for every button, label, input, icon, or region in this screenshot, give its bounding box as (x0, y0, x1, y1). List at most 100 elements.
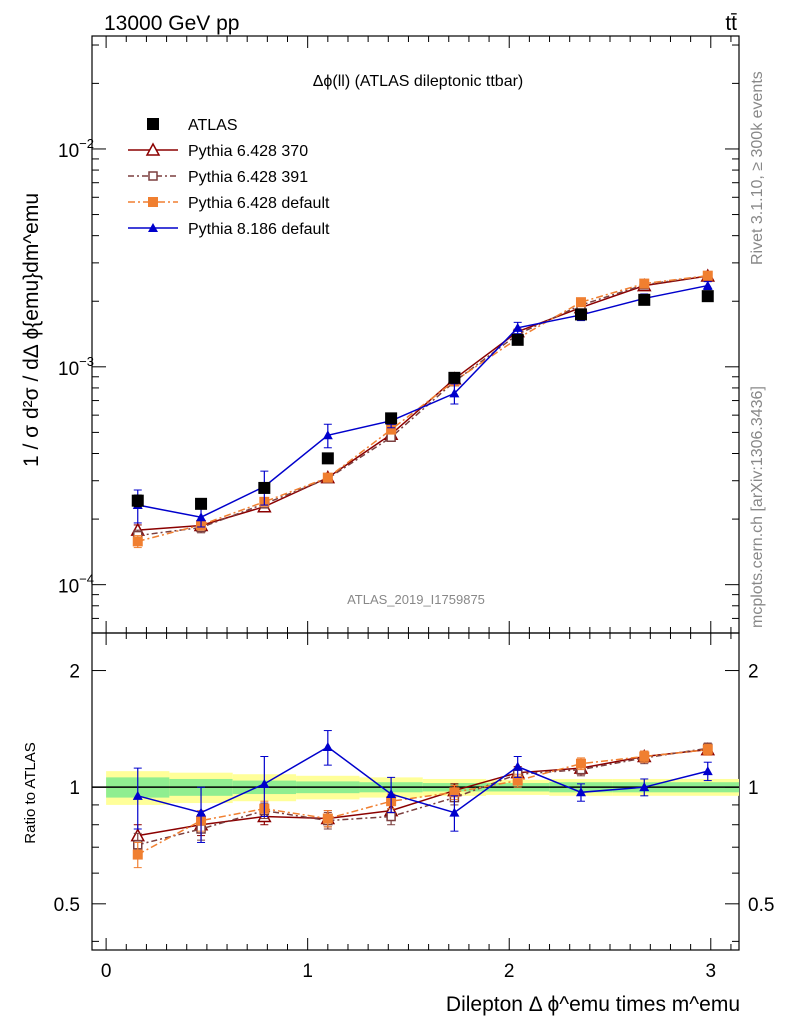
x-tick-label: 2 (504, 961, 515, 982)
data-point (258, 481, 271, 494)
y-tick-labels: 10−4 10−3 10−2 (58, 136, 94, 598)
data-point (574, 308, 587, 321)
data-point (322, 472, 333, 483)
main-panel: Δϕ(ll) (ATLAS dileptonic ttbar) ATLAS_20… (20, 35, 740, 634)
series-line (137, 274, 708, 537)
data-point (131, 494, 144, 507)
data-point (145, 142, 161, 156)
series-line (137, 274, 708, 543)
data-point (385, 412, 398, 425)
data-point (575, 297, 586, 308)
x-tick-label: 3 (705, 961, 716, 982)
series-atlas (131, 290, 714, 510)
series-pythia-6-428-370 (130, 268, 716, 537)
data-point (575, 758, 586, 769)
ratio-axis-ticks (92, 633, 739, 950)
data-point (322, 741, 333, 751)
data-point (196, 512, 207, 522)
data-point (512, 322, 523, 332)
ratio-line (137, 746, 708, 814)
main-series-layer (130, 268, 716, 549)
data-point (638, 293, 651, 306)
plot-title: Δϕ(ll) (ATLAS dileptonic ttbar) (313, 73, 524, 90)
ratio-series-pythia-8-186-default (132, 730, 713, 843)
ratio-tick-label-left: 1 (69, 778, 80, 799)
data-point (132, 536, 143, 547)
x-axis-label: Dilepton Δ ϕ^emu times m^emu (446, 993, 740, 1016)
data-point (132, 849, 143, 860)
ratio-panel: 0.5 0.5 1 1 2 2 0 1 2 3 Ratio to ATLAS Dilepton … (22, 632, 775, 1016)
data-point (386, 424, 397, 435)
data-point (148, 223, 158, 232)
rivet-version-label: Rivet 3.1.10, ≥ 300k events (749, 71, 766, 265)
legend-item: Pythia 6.428 391 (128, 169, 308, 186)
analysis-watermark: ATLAS_2019_I1759875 (347, 592, 485, 607)
ratio-line (137, 748, 708, 837)
data-point (512, 761, 523, 771)
legend-item: Pythia 6.428 default (128, 195, 330, 212)
x-tick-labels: 0 1 2 3 (101, 961, 716, 982)
data-point (701, 290, 714, 303)
y-tick-label: 10−4 (58, 572, 94, 598)
data-point (639, 751, 650, 762)
legend-label: Pythia 6.428 default (188, 195, 330, 212)
x-tick-label: 1 (302, 961, 313, 982)
ratio-line (137, 747, 708, 846)
y-tick-label: 10−3 (58, 354, 94, 380)
data-point (322, 813, 333, 824)
data-point (196, 807, 207, 817)
y-axis-label: 1 / σ d²σ / dΔ ϕ{emu}dm^emu (20, 193, 43, 467)
process-label: tt̄ (725, 12, 737, 35)
x-tick-label: 0 (101, 961, 112, 982)
data-point (702, 270, 713, 281)
ratio-tick-label-right: 0.5 (748, 895, 774, 916)
data-point (639, 278, 650, 289)
data-point (147, 118, 159, 130)
data-point (512, 775, 523, 786)
legend-label: Pythia 6.428 391 (188, 169, 308, 186)
data-point (386, 789, 397, 799)
data-point (639, 782, 650, 792)
legend-item: ATLAS (147, 117, 238, 134)
mcplots-url-label: mcplots.cern.ch [arXiv:1306.3436] (749, 386, 766, 628)
ratio-series-pythia-6-428-default (132, 743, 713, 869)
data-point (148, 197, 158, 207)
data-point (322, 430, 333, 440)
data-point (702, 744, 713, 755)
data-point (449, 787, 460, 798)
ratio-tick-label-right: 1 (748, 778, 759, 799)
data-point (702, 766, 713, 776)
legend-item: Pythia 8.186 default (128, 221, 330, 238)
legend: ATLAS Pythia 6.428 370 Pythia 6.428 391 Pyt… (128, 117, 330, 238)
ratio-tick-labels: 0.5 0.5 1 1 2 2 (54, 662, 775, 916)
ratio-series-layer (130, 730, 716, 869)
ratio-tick-label-right: 2 (748, 662, 759, 683)
data-point (259, 778, 270, 788)
legend-label: Pythia 8.186 default (188, 221, 330, 238)
series-line (137, 275, 708, 531)
ratio-line (137, 748, 708, 856)
ratio-tick-label-left: 0.5 (54, 895, 80, 916)
energy-label: 13000 GeV pp (104, 12, 239, 35)
y-tick-label: 10−2 (58, 136, 94, 162)
data-point (195, 497, 208, 510)
series-line (137, 284, 708, 518)
data-point (449, 807, 460, 817)
data-point (132, 790, 143, 800)
ratio-tick-label-left: 2 (69, 662, 80, 683)
ratio-axis-label: Ratio to ATLAS (22, 742, 39, 843)
data-point (702, 280, 713, 290)
legend-label: ATLAS (188, 117, 238, 134)
data-point (511, 333, 524, 346)
main-axis-ticks (92, 36, 739, 634)
legend-item: Pythia 6.428 370 (128, 142, 308, 160)
legend-label: Pythia 6.428 370 (188, 143, 308, 160)
data-point (449, 388, 460, 398)
data-point (448, 371, 461, 384)
data-point (386, 811, 396, 822)
data-point (148, 171, 158, 181)
series-pythia-8-186-default (132, 280, 713, 528)
data-point (321, 452, 334, 465)
data-point (575, 787, 586, 797)
